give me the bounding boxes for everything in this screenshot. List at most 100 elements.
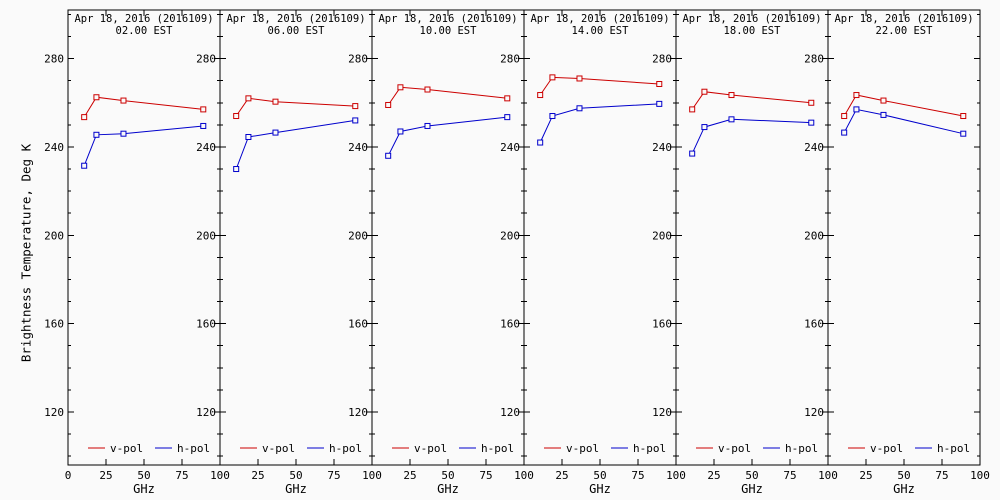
panel-22-00----: 120 160 200 240 280 25 50 75 100 GHz Apr 18, 2016 … [804, 9, 990, 496]
v-pol-marker [841, 113, 848, 120]
x-axis-label: GHz [285, 482, 307, 496]
y-tick-label: 280 [652, 53, 672, 66]
h-pol-marker [656, 100, 663, 107]
legend-label-h-pol: h-pol [633, 442, 666, 455]
y-tick-label: 120 [652, 406, 672, 419]
y-tick-label: 280 [196, 53, 216, 66]
legend-label-h-pol: h-pol [329, 442, 362, 455]
y-tick-label: 280 [804, 53, 824, 66]
y-tick-label: 160 [500, 318, 520, 331]
h-pol-marker [853, 106, 860, 113]
panel-14-00----: 120 160 200 240 280 25 50 75 100 GHz Apr 18, 2016 … [500, 9, 686, 496]
x-tick-label: 50 [441, 469, 454, 482]
y-tick-label: 160 [348, 318, 368, 331]
h-pol-marker [245, 134, 252, 141]
panel-subtitle: 14.00 EST [572, 25, 630, 37]
v-pol-marker [689, 106, 696, 113]
x-tick-label: 50 [745, 469, 758, 482]
h-pol-marker [81, 162, 88, 169]
v-pol-line [691, 91, 812, 110]
plot-box [827, 9, 981, 466]
panel-subtitle: 10.00 EST [420, 25, 478, 37]
h-pol-line [691, 118, 812, 154]
y-tick-label: 200 [500, 229, 520, 242]
x-axis-label: GHz [437, 482, 459, 496]
y-tick-label: 280 [44, 53, 64, 66]
x-tick-label: 75 [783, 469, 796, 482]
legend-label-h-pol: h-pol [937, 442, 970, 455]
v-pol-marker [728, 92, 735, 99]
panel-subtitle: 18.00 EST [724, 25, 782, 37]
x-tick-label: 100 [362, 469, 382, 482]
x-tick-label: 25 [707, 469, 720, 482]
v-pol-marker [245, 95, 252, 102]
x-tick-label: 75 [175, 469, 188, 482]
v-pol-line [235, 97, 356, 117]
x-tick-label: 100 [666, 469, 686, 482]
y-tick-label: 200 [348, 229, 368, 242]
y-tick-label: 280 [500, 53, 520, 66]
legend-label-v-pol: v-pol [414, 442, 447, 455]
panel-02-00----: 120 160 200 240 280 0 25 50 75 100 GHz Apr 18, 2016… [44, 9, 230, 496]
v-pol-marker [200, 106, 207, 113]
x-axis-label: GHz [741, 482, 763, 496]
v-pol-line [539, 76, 660, 96]
legend-label-h-pol: h-pol [481, 442, 514, 455]
legend-label-h-pol: h-pol [785, 442, 818, 455]
x-tick-label: 25 [555, 469, 568, 482]
h-pol-marker [841, 129, 848, 136]
y-tick-label: 240 [348, 141, 368, 154]
v-pol-marker [120, 97, 127, 104]
v-pol-marker [537, 92, 544, 99]
h-pol-marker [93, 131, 100, 138]
v-pol-marker [233, 113, 240, 120]
h-pol-marker [397, 128, 404, 135]
x-axis-label: GHz [893, 482, 915, 496]
h-pol-marker [576, 105, 583, 112]
legend-label-v-pol: v-pol [110, 442, 143, 455]
h-pol-marker [728, 116, 735, 123]
panel-06-00----: 120 160 200 240 280 25 50 75 100 GHz Apr 18, 2016 … [196, 9, 382, 496]
y-tick-label: 280 [348, 53, 368, 66]
h-pol-marker [504, 114, 511, 121]
legend-label-v-pol: v-pol [262, 442, 295, 455]
legend-label-v-pol: v-pol [870, 442, 903, 455]
h-pol-marker [880, 111, 887, 118]
h-pol-line [83, 125, 204, 166]
y-tick-label: 120 [44, 406, 64, 419]
x-tick-label: 100 [818, 469, 838, 482]
v-pol-marker [853, 92, 860, 99]
v-pol-marker [81, 114, 88, 121]
x-tick-label: 50 [897, 469, 910, 482]
legend-label-h-pol: h-pol [177, 442, 210, 455]
x-tick-label: 75 [327, 469, 340, 482]
y-tick-label: 240 [804, 141, 824, 154]
x-tick-label: 0 [65, 469, 72, 482]
v-pol-marker [960, 113, 967, 120]
h-pol-marker [808, 119, 815, 126]
h-pol-line [235, 119, 356, 170]
v-pol-marker [385, 101, 392, 108]
y-tick-label: 200 [44, 229, 64, 242]
h-pol-marker [537, 139, 544, 146]
y-tick-label: 240 [44, 141, 64, 154]
h-pol-marker [200, 122, 207, 129]
x-tick-label: 75 [479, 469, 492, 482]
h-pol-marker [549, 113, 556, 120]
h-pol-marker [689, 150, 696, 157]
panel-title: Apr 18, 2016 (2016109) [682, 13, 821, 25]
h-pol-line [539, 103, 660, 143]
x-tick-label: 50 [137, 469, 150, 482]
x-tick-label: 100 [210, 469, 230, 482]
x-axis-label: GHz [589, 482, 611, 496]
y-tick-label: 200 [196, 229, 216, 242]
x-axis-label: GHz [133, 482, 155, 496]
y-tick-label: 160 [804, 318, 824, 331]
legend-label-v-pol: v-pol [566, 442, 599, 455]
v-pol-marker [576, 75, 583, 82]
h-pol-marker [424, 122, 431, 129]
x-tick-label: 25 [403, 469, 416, 482]
x-tick-label: 50 [593, 469, 606, 482]
